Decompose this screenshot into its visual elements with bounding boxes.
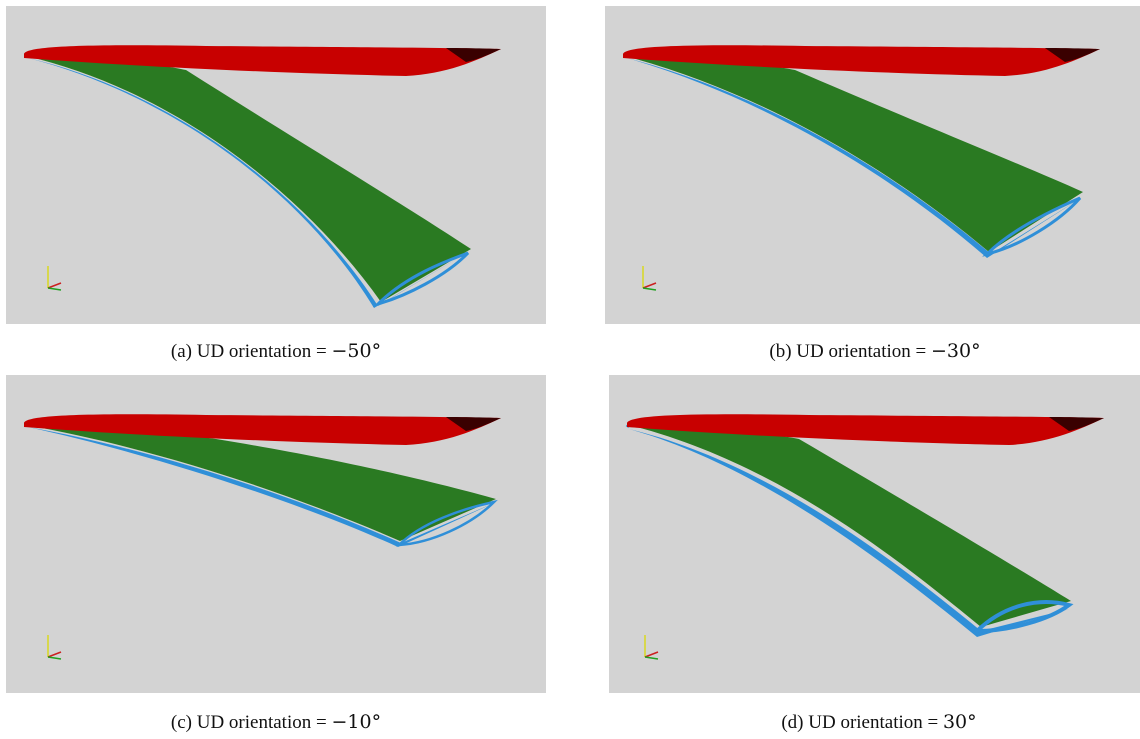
axis-triad — [644, 635, 659, 660]
wing-tip-section — [372, 251, 470, 308]
wing-upper-surface — [26, 56, 471, 302]
undeformed-wing-surface — [24, 45, 501, 76]
deformed-wing — [625, 56, 1083, 258]
wing-render-c — [24, 414, 501, 660]
deformed-wing — [26, 56, 471, 308]
wing-tip-section — [982, 196, 1082, 257]
wing-underside — [629, 429, 1069, 637]
axis-triad — [47, 266, 62, 291]
caption-angle: 30° — [942, 711, 977, 733]
undeformed-wing-edge — [1045, 48, 1100, 62]
deformed-wing — [26, 425, 498, 547]
wing-tip-section — [972, 600, 1074, 634]
wing-upper-surface — [625, 56, 1083, 252]
figure-caption-c: (c) UD orientation = −10° — [6, 711, 546, 734]
figure-caption-d: (d) UD orientation = 30° — [609, 711, 1140, 734]
caption-prefix: (d) UD orientation = — [781, 712, 939, 733]
caption-prefix: (c) UD orientation = — [170, 712, 327, 733]
wing-tip-section — [395, 499, 498, 547]
wing-upper-surface — [629, 425, 1071, 627]
wing-underside — [627, 58, 1081, 258]
figure-panel-b — [605, 6, 1140, 324]
wing-render-d — [625, 414, 1104, 660]
caption-angle: −50° — [331, 340, 382, 362]
wing-upper-surface — [26, 425, 496, 541]
undeformed-wing — [24, 414, 501, 445]
undeformed-wing — [627, 414, 1104, 445]
figure-caption-a: (a) UD orientation = −50° — [6, 340, 546, 363]
undeformed-wing-surface — [623, 45, 1100, 76]
undeformed-wing-surface — [24, 414, 501, 445]
undeformed-wing-edge — [446, 417, 501, 431]
figure-panel-c — [6, 375, 546, 693]
undeformed-wing-surface — [627, 414, 1104, 445]
figure-panel-a — [6, 6, 546, 324]
undeformed-wing-edge — [446, 48, 501, 62]
wing-render-b — [623, 45, 1100, 291]
axis-triad — [642, 266, 657, 291]
deformed-wing — [625, 420, 1074, 637]
caption-prefix: (b) UD orientation = — [769, 341, 927, 362]
axis-triad — [47, 635, 62, 660]
undeformed-wing — [623, 45, 1100, 76]
figure-caption-b: (b) UD orientation = −30° — [605, 340, 1140, 363]
undeformed-wing — [24, 45, 501, 76]
caption-angle: −10° — [331, 711, 382, 733]
caption-prefix: (a) UD orientation = — [170, 341, 327, 362]
wing-render-a — [24, 45, 501, 308]
figure-panel-d — [609, 375, 1140, 693]
undeformed-wing-edge — [1049, 417, 1104, 431]
caption-angle: −30° — [931, 340, 981, 362]
